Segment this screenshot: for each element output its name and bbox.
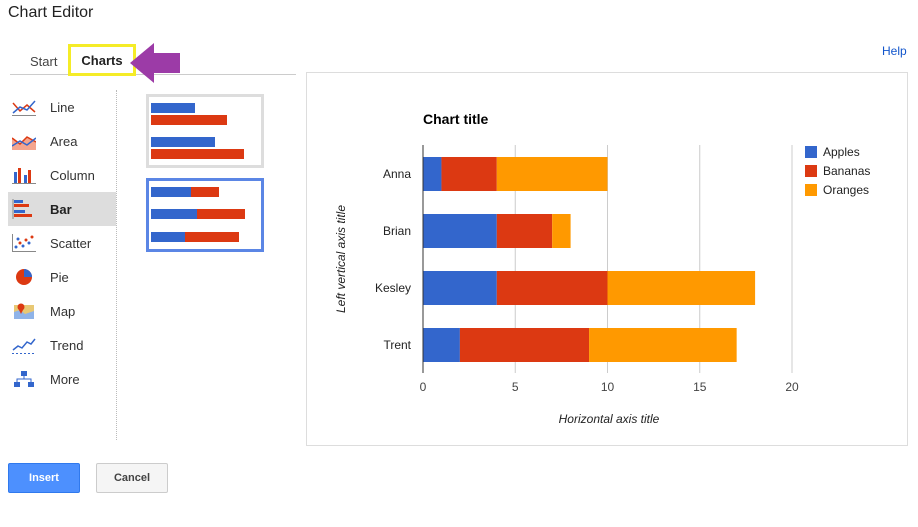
x-tick-label: 0	[420, 380, 427, 394]
y-category-label: Kesley	[375, 281, 411, 295]
y-category-label: Trent	[383, 338, 411, 352]
chart-type-more[interactable]: More	[8, 362, 116, 396]
pie-chart-icon	[10, 266, 38, 288]
bar-segment	[423, 157, 442, 191]
chart-type-label: Area	[50, 133, 78, 149]
annotation-arrow-icon	[130, 43, 180, 83]
legend-label: Bananas	[823, 164, 870, 178]
y-category-label: Brian	[383, 224, 411, 238]
bar-segment	[423, 214, 497, 248]
bar-segment	[552, 214, 571, 248]
chart-type-scatter[interactable]: Scatter	[8, 226, 116, 260]
chart-type-pie[interactable]: Pie	[8, 260, 116, 294]
more-charts-icon	[10, 368, 38, 390]
trend-chart-icon	[10, 334, 38, 356]
panel-divider	[116, 90, 117, 440]
bar-segment	[496, 157, 608, 191]
chart-type-map[interactable]: Map	[8, 294, 116, 328]
bar-variant-stacked[interactable]	[146, 178, 264, 252]
chart-type-area[interactable]: Area	[8, 124, 116, 158]
chart-type-column[interactable]: Column	[8, 158, 116, 192]
map-chart-icon	[10, 300, 38, 322]
x-tick-label: 10	[601, 380, 615, 394]
bar-segment	[423, 271, 497, 305]
chart-preview: 0 5 10 15 20 Chart title Anna Brian Kesley Trent H…	[306, 72, 908, 446]
chart-type-list: Line Area Column Bar Scatter Pie Map	[8, 90, 116, 396]
chart-type-line[interactable]: Line	[8, 90, 116, 124]
tab-start[interactable]: Start	[30, 54, 58, 69]
x-axis-title: Horizontal axis title	[559, 412, 660, 426]
chart-type-label: More	[50, 371, 80, 387]
bar-segment	[423, 328, 460, 362]
x-tick-label: 5	[512, 380, 519, 394]
y-category-label: Anna	[383, 167, 411, 181]
area-chart-icon	[10, 130, 38, 152]
legend-label: Oranges	[823, 183, 869, 197]
help-link[interactable]: Help	[882, 44, 907, 58]
cancel-button[interactable]: Cancel	[96, 463, 168, 493]
bar-segment	[607, 271, 756, 305]
y-axis-title: Left vertical axis title	[334, 205, 348, 313]
bar-segment	[589, 328, 737, 362]
tab-charts[interactable]: Charts	[68, 44, 136, 76]
legend-swatch	[805, 184, 817, 196]
chart-type-label: Pie	[50, 269, 69, 285]
bar-chart: 0 5 10 15 20 Chart title Anna Brian Kesley Trent H…	[334, 111, 870, 426]
bar-segment	[459, 328, 590, 362]
chart-type-label: Scatter	[50, 235, 92, 251]
window-title: Chart Editor	[8, 4, 94, 21]
insert-button[interactable]: Insert	[8, 463, 80, 493]
chart-type-label: Bar	[50, 201, 72, 217]
line-chart-icon	[10, 96, 38, 118]
bar-segment	[496, 271, 608, 305]
legend-label: Apples	[823, 145, 860, 159]
column-chart-icon	[10, 164, 38, 186]
legend-swatch	[805, 146, 817, 158]
chart-type-label: Map	[50, 303, 76, 319]
chart-type-trend[interactable]: Trend	[8, 328, 116, 362]
chart-type-label: Line	[50, 99, 75, 115]
chart-type-label: Trend	[50, 337, 84, 353]
bar-segment	[441, 157, 497, 191]
chart-type-label: Column	[50, 167, 95, 183]
chart-title: Chart title	[423, 111, 489, 127]
bar-variant-grouped[interactable]	[146, 94, 264, 168]
scatter-chart-icon	[10, 232, 38, 254]
bar-segment	[496, 214, 553, 248]
x-tick-label: 20	[785, 380, 799, 394]
x-tick-label: 15	[693, 380, 707, 394]
chart-type-bar[interactable]: Bar	[8, 192, 116, 226]
legend-swatch	[805, 165, 817, 177]
bar-chart-icon	[10, 198, 38, 220]
